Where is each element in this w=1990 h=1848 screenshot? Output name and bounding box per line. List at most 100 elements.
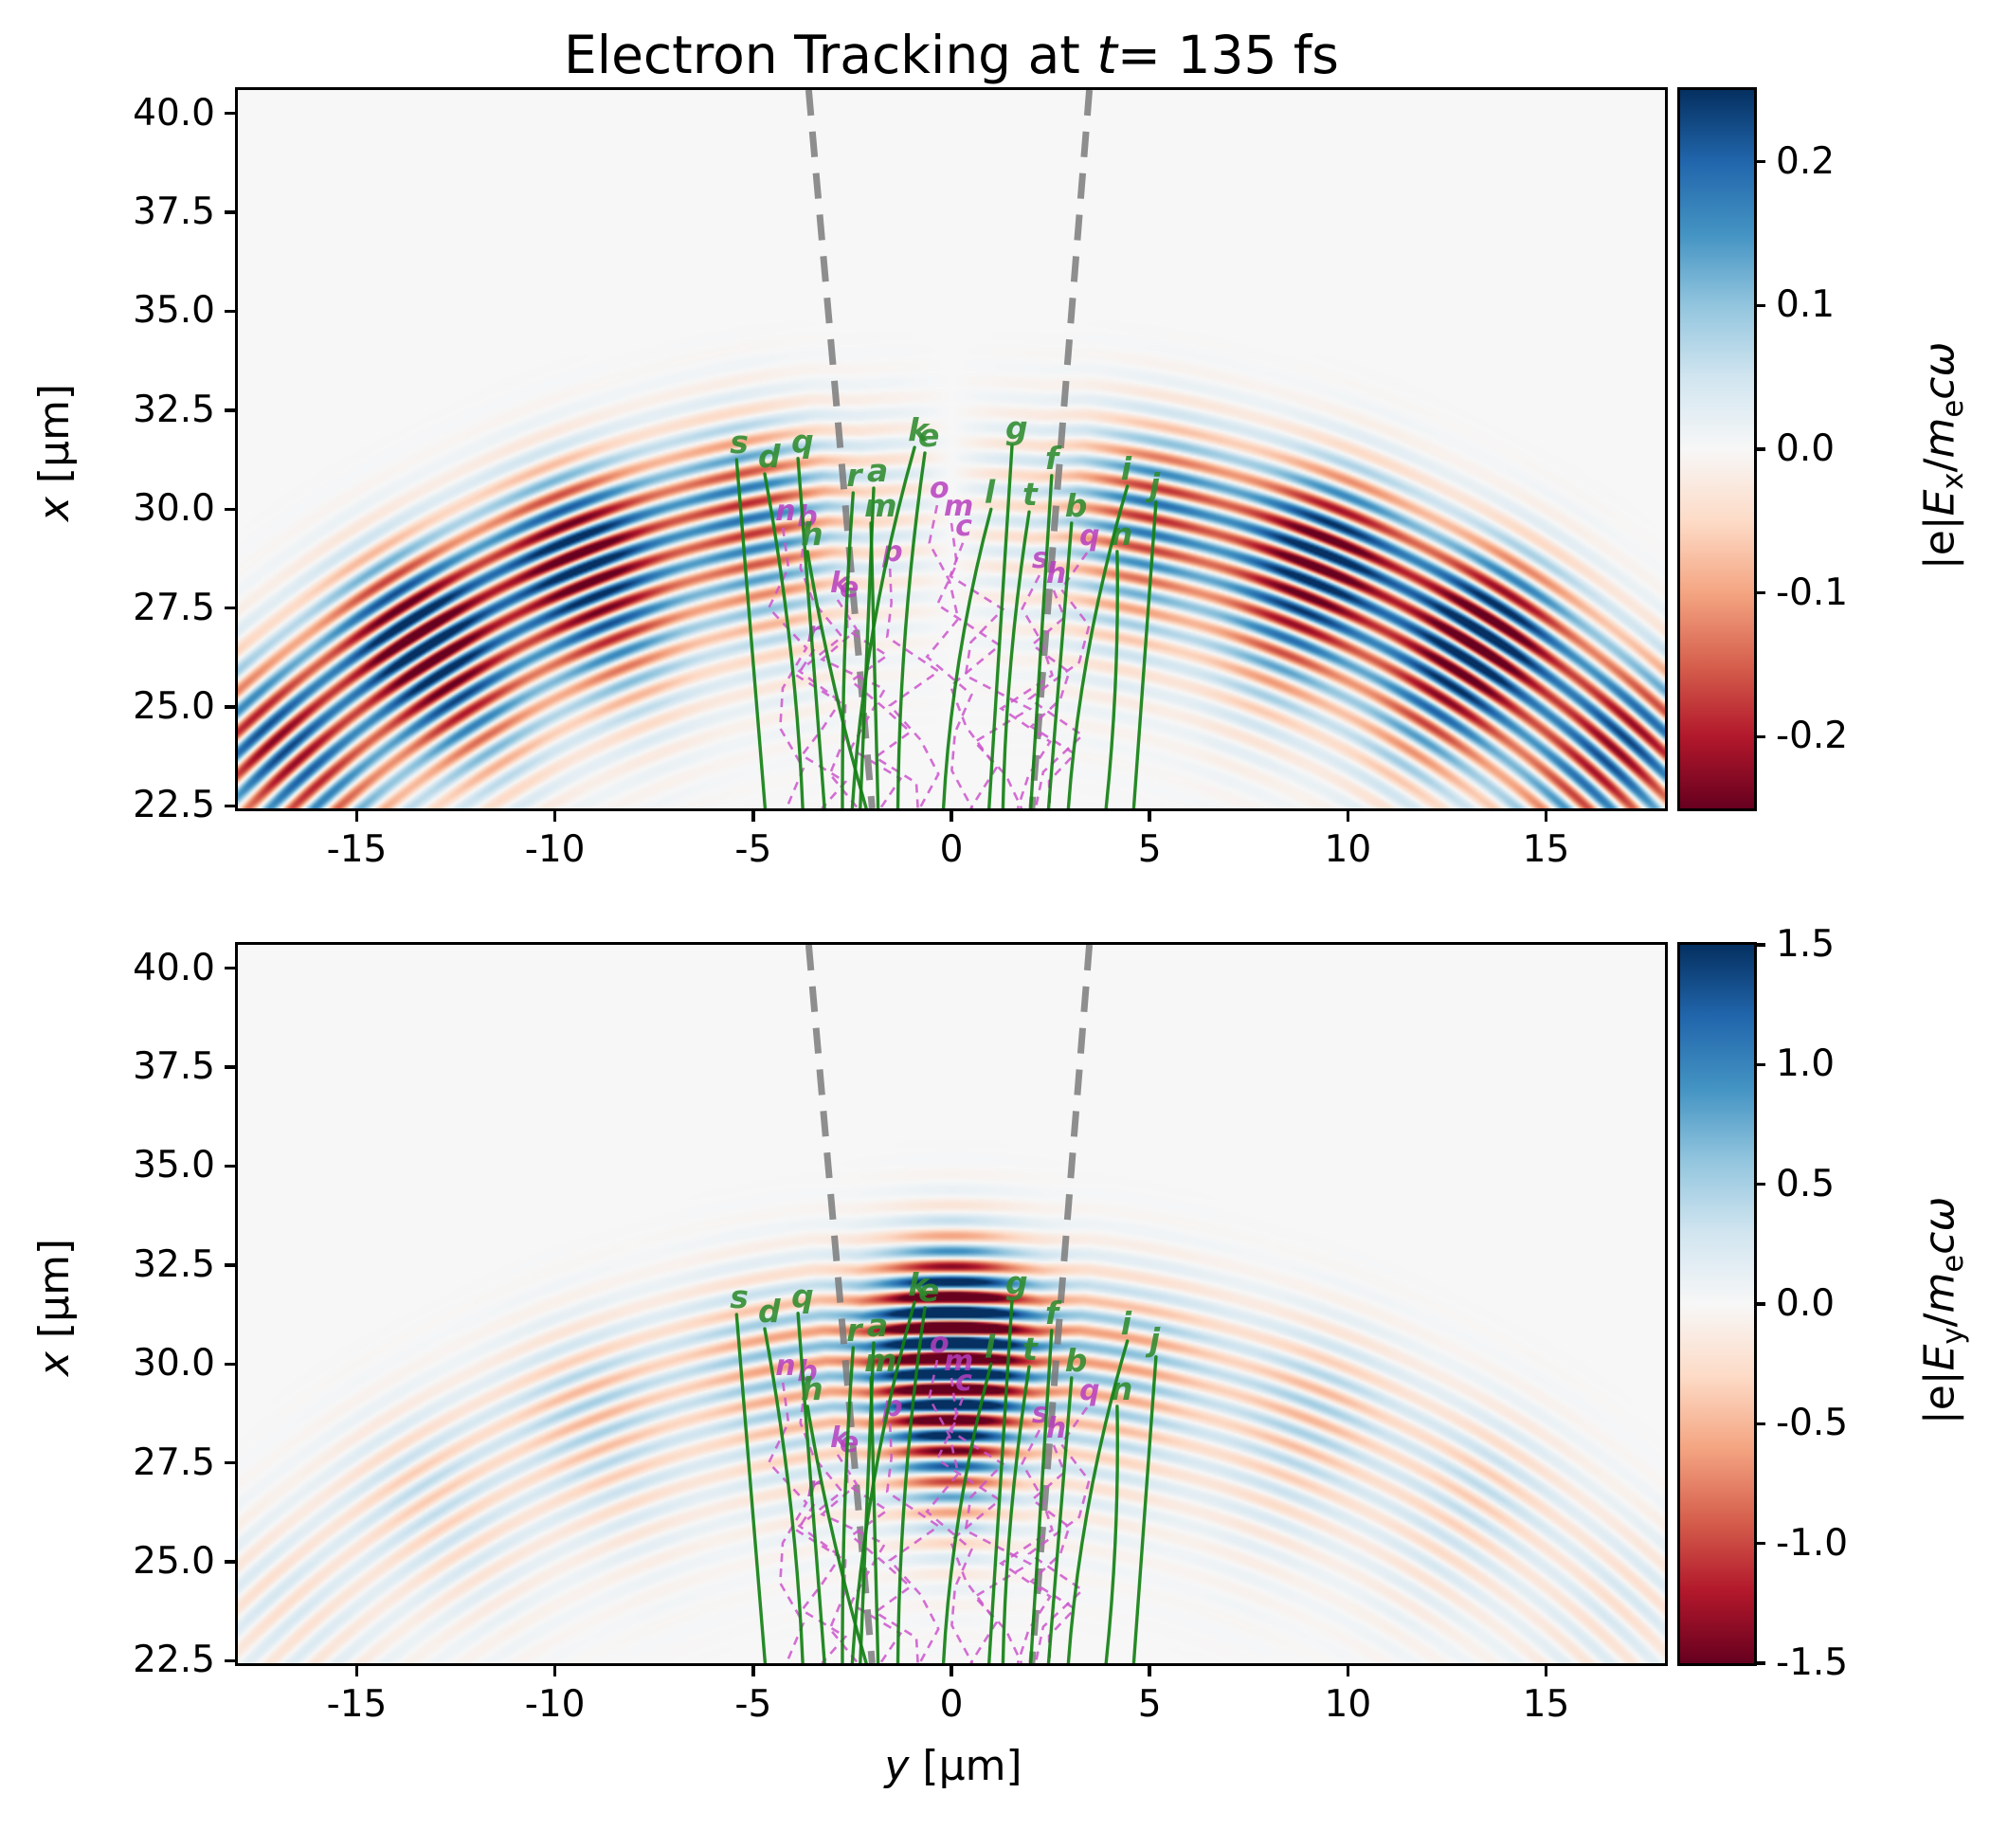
colorbar-tick-mark — [1754, 734, 1765, 738]
y-tick-mark — [225, 1560, 238, 1564]
trajectory-label-magenta: e — [840, 1426, 859, 1459]
colorbar-tick-label: 1.0 — [1776, 1042, 1836, 1086]
electron-trajectory-green — [987, 444, 1014, 808]
x-tick-mark — [1148, 1663, 1151, 1676]
colorbar-tick-mark — [1754, 590, 1765, 595]
colorbar-tick-label: 0.5 — [1776, 1162, 1836, 1205]
trajectory-label-green: a — [867, 1307, 888, 1344]
cb-ey-slash: / — [1915, 1313, 1964, 1328]
electron-trajectory-green — [1104, 1404, 1119, 1663]
trajectory-label-green: g — [1005, 409, 1028, 446]
electron-trajectory-magenta — [797, 1388, 859, 1663]
trajectory-label-green: j — [1145, 1321, 1161, 1358]
colorbar-ey — [1677, 942, 1757, 1666]
electron-trajectory-magenta — [925, 1359, 974, 1663]
cb-ex-slash: / — [1915, 458, 1964, 473]
ex-field-heatmap — [238, 90, 1665, 808]
y-axis-unit: [µm] — [30, 1238, 80, 1352]
x-tick-mark — [552, 1663, 557, 1676]
trajectory-label-green: h — [801, 516, 823, 553]
cb-ex-sube: e — [1936, 399, 1971, 418]
trajectory-label-green: i — [1121, 450, 1132, 487]
electron-trajectory-green — [1131, 500, 1158, 808]
y-tick-mark — [225, 507, 238, 511]
x-axis-unit: [µm] — [909, 1742, 1022, 1790]
colorbar-tick-label: 0.2 — [1776, 139, 1836, 183]
title-tvar: t — [1096, 25, 1117, 85]
trajectory-label-green: t — [1022, 1331, 1039, 1368]
colorbar-tick-mark — [1754, 1182, 1765, 1187]
x-axis-label: y [µm] — [882, 1742, 1024, 1790]
trajectory-label-green: l — [985, 473, 996, 510]
y-tick-mark — [225, 210, 238, 214]
trajectory-label-magenta: c — [955, 510, 972, 543]
trajectory-label-magenta: o — [930, 1327, 950, 1360]
electron-trajectory-green — [734, 1313, 768, 1663]
colorbar-tick-label: -1.5 — [1776, 1641, 1849, 1684]
y-tick-mark — [225, 966, 238, 970]
trajectory-label-green: f — [1045, 440, 1062, 477]
trajectory-label-magenta: e — [840, 571, 859, 605]
electron-trajectory-green — [850, 1300, 916, 1663]
x-tick-label: -10 — [524, 828, 586, 871]
electron-trajectory-green — [896, 451, 927, 808]
trajectory-label-green: k — [908, 411, 931, 448]
electron-trajectory-green — [941, 1362, 993, 1663]
electron-trajectory-green — [1001, 1365, 1031, 1663]
x-tick-mark — [1544, 1663, 1548, 1676]
trajectory-label-magenta: c — [955, 1365, 972, 1398]
laser-cone-line — [805, 90, 876, 808]
trajectory-label-green: d — [758, 1293, 781, 1330]
trajectory-label-magenta: q — [1079, 1374, 1099, 1407]
colorbar-tick-label: 0.0 — [1776, 1282, 1836, 1325]
y-tick-mark — [225, 804, 238, 808]
electron-trajectory-magenta — [1029, 1444, 1077, 1663]
x-tick-mark — [950, 1663, 953, 1676]
electron-trajectory-green — [805, 1404, 868, 1663]
y-tick-label: 32.5 — [133, 1242, 215, 1286]
x-tick-label: 15 — [1522, 1683, 1570, 1726]
y-axis-label-top: x [µm] — [30, 384, 79, 521]
colorbar-tick-label: 0.0 — [1776, 427, 1836, 470]
y-tick-label: 27.5 — [133, 586, 215, 629]
y-tick-mark — [225, 309, 238, 314]
laser-cone-line — [805, 945, 876, 1663]
electron-trajectory-magenta — [845, 1458, 919, 1663]
x-axis-var: y — [884, 1742, 910, 1790]
y-tick-label: 25.0 — [133, 1540, 215, 1584]
electron-trajectory-green — [841, 491, 855, 808]
y-tick-mark — [225, 1164, 238, 1169]
colorbar-tick-label: -1.0 — [1776, 1521, 1849, 1565]
colorbar-tick-label: 0.1 — [1776, 283, 1836, 327]
x-tick-mark — [1346, 1663, 1350, 1676]
y-tick-label: 37.5 — [133, 190, 215, 234]
y-tick-mark — [225, 1065, 238, 1069]
electron-trajectory-green — [763, 1327, 805, 1663]
y-axis-var: x — [30, 1351, 80, 1377]
cb-ex-abs-e: |e| — [1915, 516, 1964, 571]
colorbar-tick-label: 1.5 — [1776, 923, 1836, 966]
electron-trajectory-magenta — [885, 568, 941, 808]
x-tick-mark — [751, 808, 755, 822]
trajectory-label-magenta: o — [930, 472, 950, 505]
y-tick-mark — [225, 1263, 238, 1267]
trajectory-label-green: l — [985, 1328, 996, 1365]
trajectory-label-green: j — [1145, 466, 1161, 503]
trajectory-label-green: h — [801, 1370, 823, 1407]
title-post: = 135 fs — [1116, 25, 1339, 85]
colorbar-tick-mark — [1754, 943, 1765, 947]
colorbar-tick-label: -0.1 — [1776, 571, 1849, 614]
x-tick-mark — [1346, 808, 1350, 822]
trajectory-label-green: b — [1065, 487, 1088, 524]
electron-trajectory-magenta — [795, 1503, 848, 1663]
x-tick-label: -5 — [734, 828, 772, 871]
cb-ey-abs-e: |e| — [1915, 1370, 1964, 1425]
electron-trajectory-green — [796, 457, 826, 808]
x-tick-label: 0 — [939, 1683, 964, 1726]
cb-ey-m: m — [1915, 1272, 1964, 1314]
cb-ex-E: E — [1915, 489, 1964, 516]
